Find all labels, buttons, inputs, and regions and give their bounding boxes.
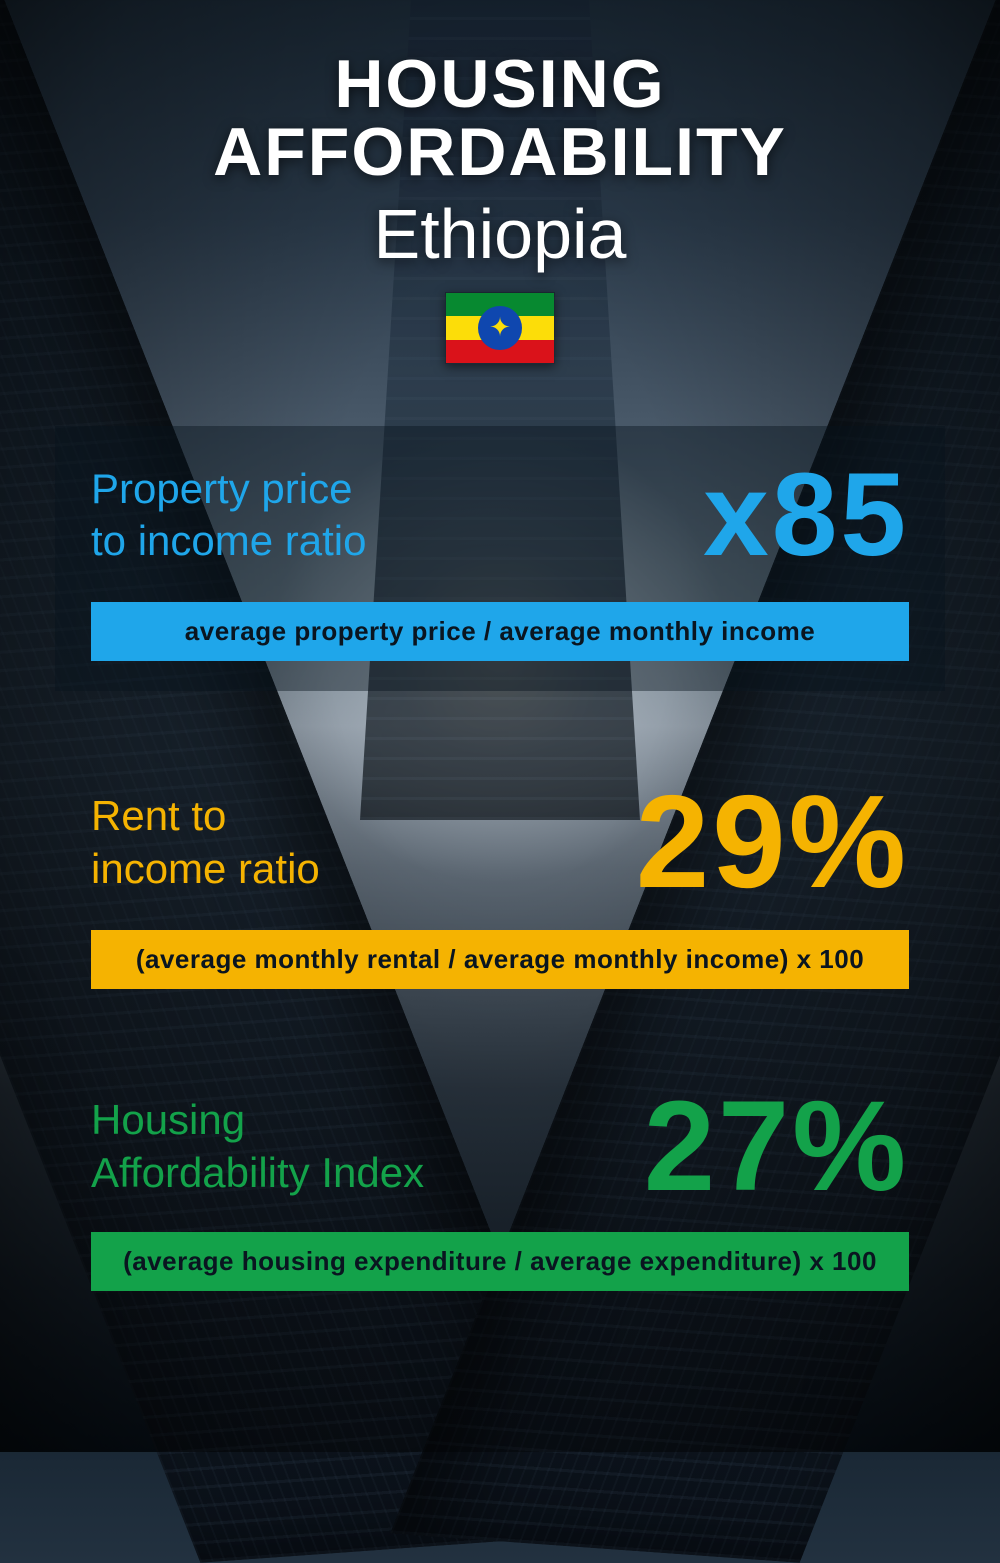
metric-row: Rent to income ratio 29% [91,783,909,902]
metric-card-affordability-index: Housing Affordability Index 27% (average… [55,1089,945,1291]
metric-label: Property price to income ratio [91,463,366,568]
metric-card-rent-income: Rent to income ratio 29% (average monthl… [55,783,945,989]
metric-formula: (average housing expenditure / average e… [91,1232,909,1291]
infographic-content: HOUSING AFFORDABILITY Ethiopia ✦ Propert… [0,0,1000,1452]
metric-value: 29% [636,783,909,902]
metric-formula: (average monthly rental / average monthl… [91,930,909,989]
metric-label-line2: to income ratio [91,517,366,564]
metric-label-line1: Housing [91,1096,245,1143]
page-title: HOUSING AFFORDABILITY [55,50,945,186]
flag-star-icon: ✦ [489,314,511,340]
page-subtitle: Ethiopia [55,194,945,274]
metric-label-line2: Affordability Index [91,1149,424,1196]
metric-row: Housing Affordability Index 27% [91,1089,909,1204]
metric-row: Property price to income ratio x85 [91,462,909,568]
metric-value: x85 [703,462,909,568]
flag-emblem-disc: ✦ [478,306,522,350]
metric-value: 27% [644,1089,909,1204]
metric-label-line1: Rent to [91,792,226,839]
ethiopia-flag-icon: ✦ [445,292,555,364]
metric-label-line1: Property price [91,465,352,512]
metric-formula: average property price / average monthly… [91,602,909,661]
metric-label: Rent to income ratio [91,790,320,895]
metric-card-property-price: Property price to income ratio x85 avera… [55,426,945,691]
metric-label: Housing Affordability Index [91,1094,424,1199]
metric-label-line2: income ratio [91,845,320,892]
